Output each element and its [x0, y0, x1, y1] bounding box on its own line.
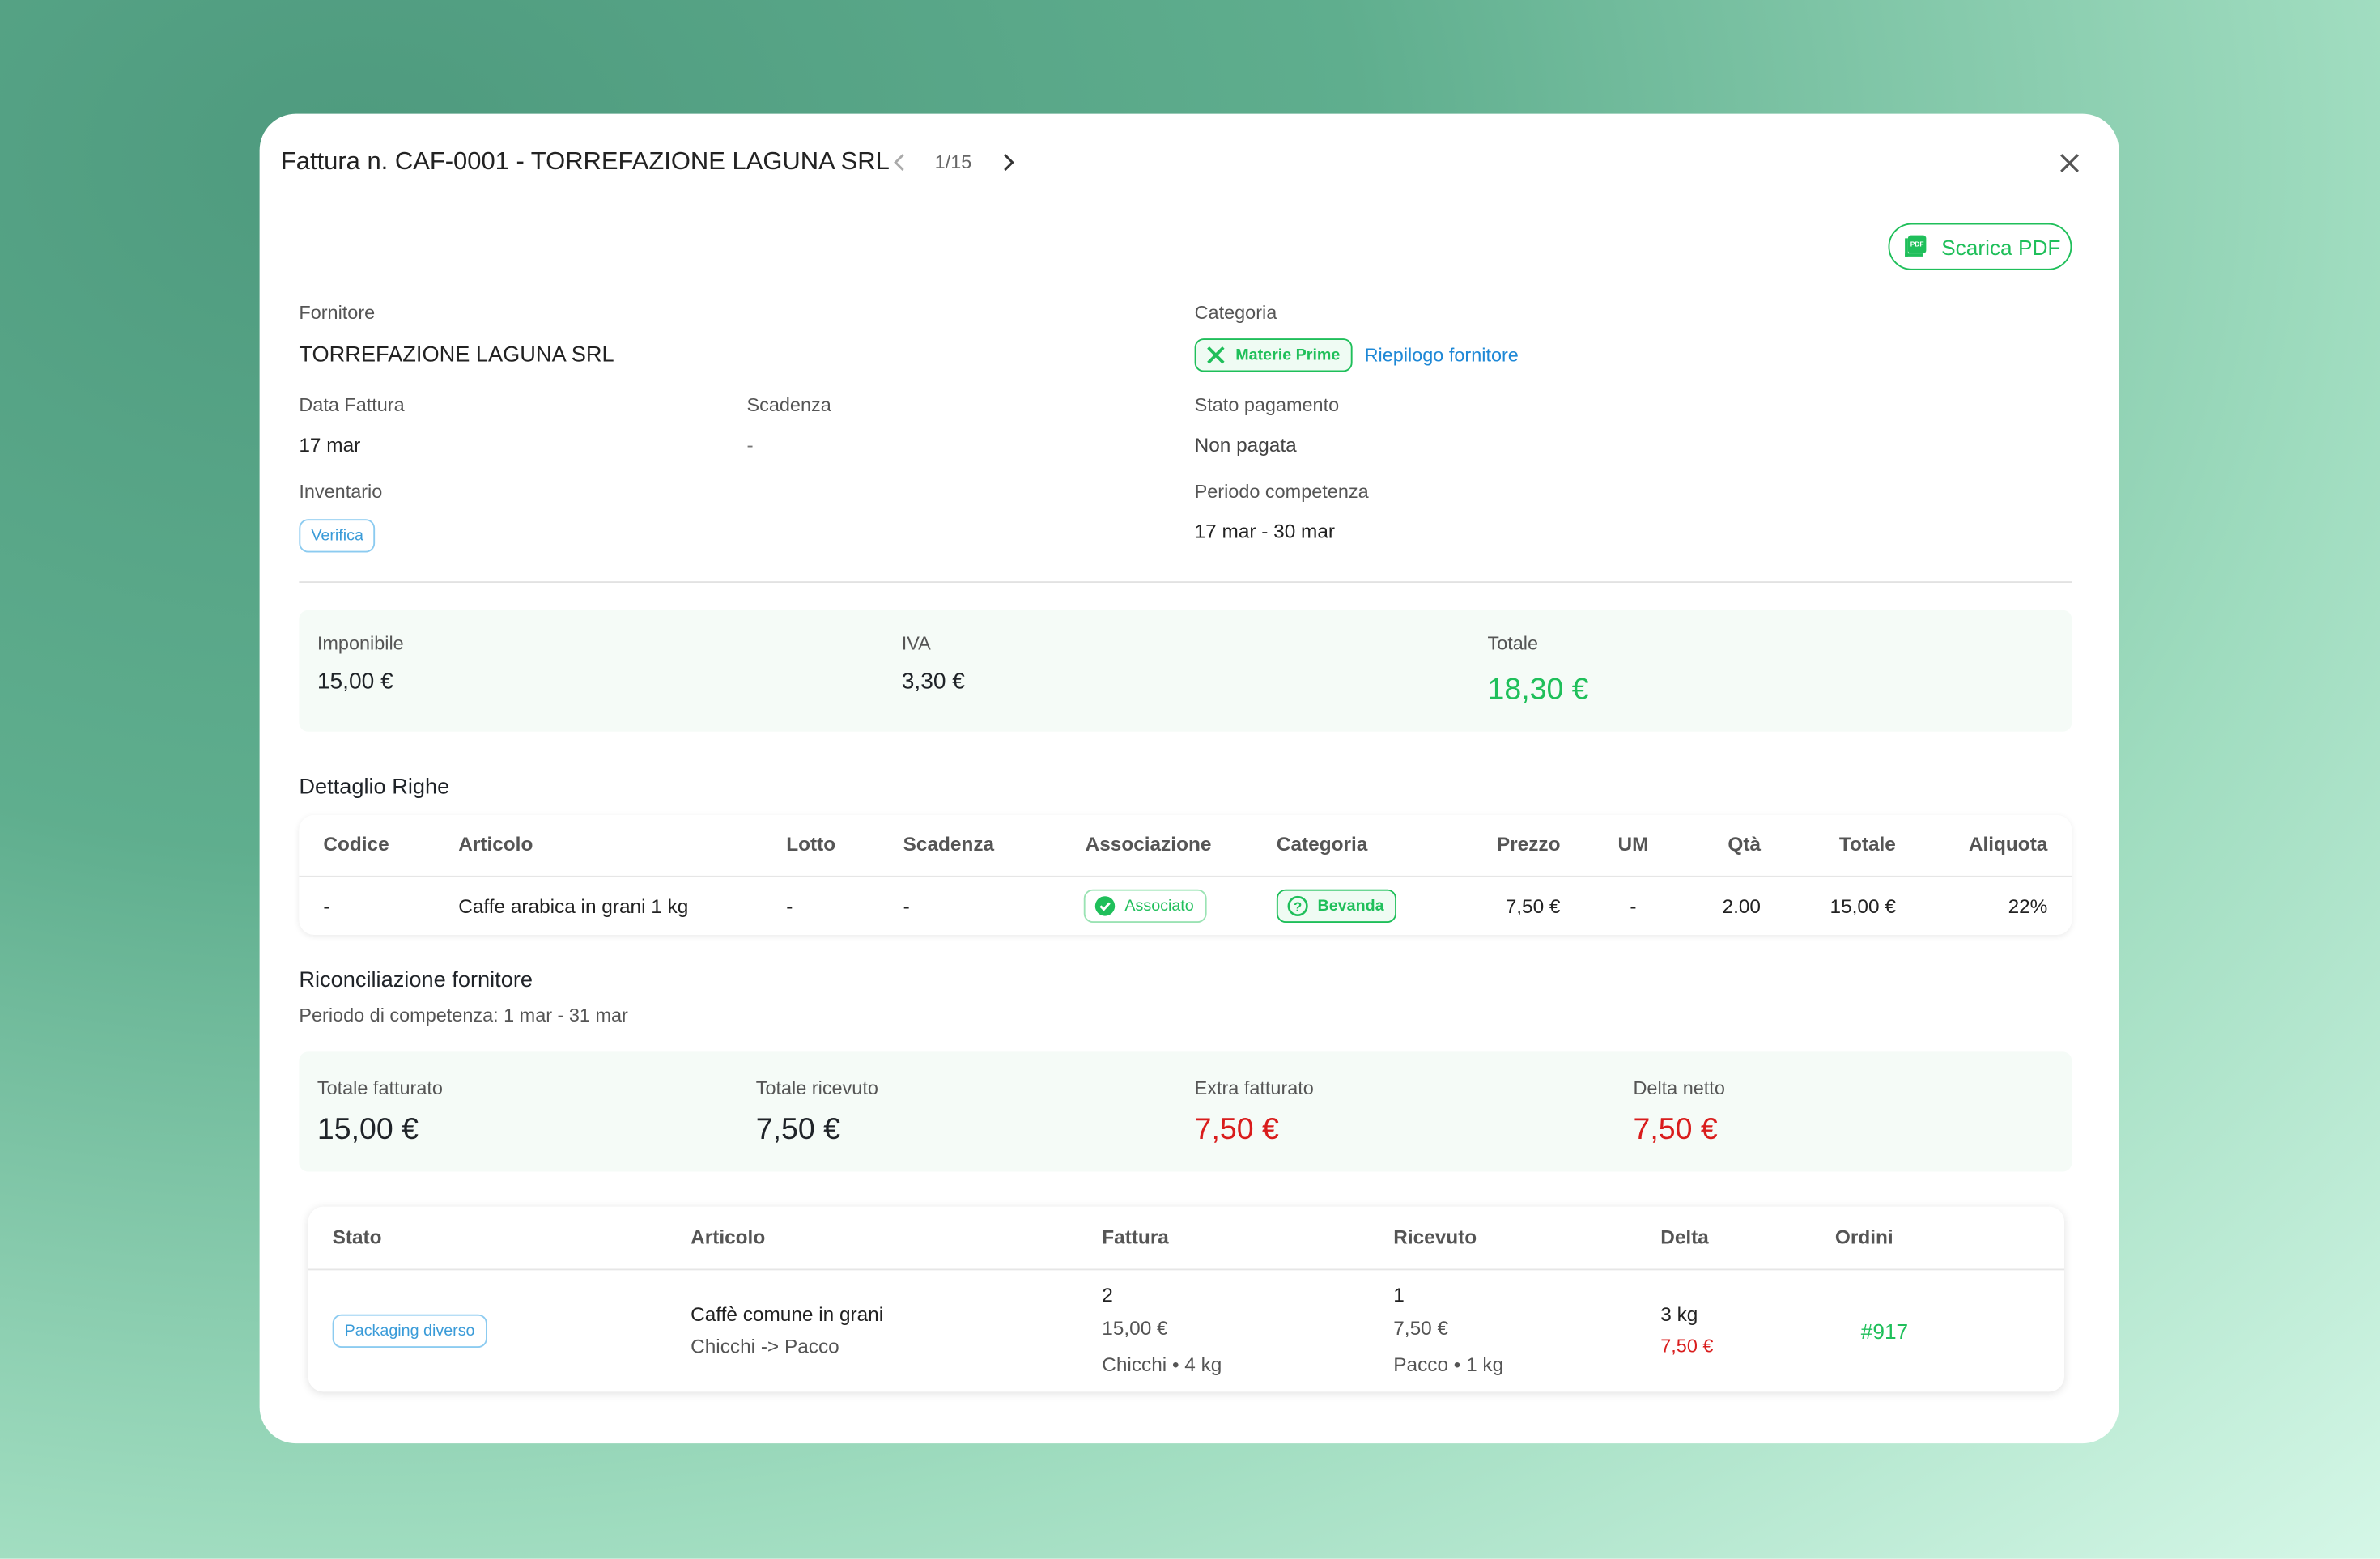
- total-value: 3,30 €: [901, 668, 965, 695]
- row-divider: [299, 875, 2072, 877]
- next-button[interactable]: [999, 153, 1018, 172]
- modal-title: Fattura n. CAF-0001 - TORREFAZIONE LAGUN…: [280, 147, 890, 176]
- column-header: UM: [1617, 832, 1649, 856]
- column-header: Articolo: [691, 1226, 766, 1249]
- cell: 7,50 €: [1393, 1316, 1449, 1340]
- category-badge: ? Bevanda: [1276, 889, 1396, 923]
- column-header: Qtà: [1728, 832, 1761, 856]
- association-badge: Associato: [1083, 889, 1206, 923]
- cell: 3 kg: [1660, 1302, 1698, 1326]
- field-value: 17 mar: [299, 433, 361, 457]
- svg-text:?: ?: [1294, 899, 1302, 915]
- prev-button[interactable]: [891, 153, 910, 172]
- pager: 1/15: [934, 151, 972, 173]
- invoice-modal: Fattura n. CAF-0001 - TORREFAZIONE LAGUN…: [259, 113, 2119, 1444]
- totals-box: [299, 610, 2072, 732]
- column-header: Associazione: [1085, 832, 1212, 856]
- utensils-icon: [1207, 346, 1225, 364]
- inventory-badge: Verifica: [299, 519, 376, 553]
- status-badge: Packaging diverso: [332, 1314, 487, 1348]
- reconciliation-table: [308, 1206, 2064, 1392]
- cell: Chicchi • 4 kg: [1102, 1353, 1222, 1376]
- cell: 7,50 €: [1660, 1336, 1714, 1357]
- column-header: Prezzo: [1496, 832, 1561, 856]
- cell: 1: [1393, 1283, 1405, 1306]
- field-value: -: [746, 433, 754, 457]
- field-label: Periodo competenza: [1194, 481, 1369, 503]
- cell: -: [903, 894, 910, 918]
- section-title: Riconciliazione fornitore: [299, 968, 533, 993]
- summary-label: Extra fatturato: [1194, 1077, 1314, 1099]
- pdf-icon: PDF: [1905, 235, 1927, 257]
- summary-value: 7,50 €: [1633, 1113, 1718, 1147]
- total-label: Imponibile: [317, 632, 404, 655]
- cell: -: [786, 894, 793, 918]
- field-label: Fornitore: [299, 302, 376, 324]
- cell: -: [1630, 894, 1637, 918]
- download-label: Scarica PDF: [1941, 235, 2061, 260]
- field-value: TORREFAZIONE LAGUNA SRL: [299, 342, 614, 367]
- cell: Caffe arabica in grani 1 kg: [458, 894, 689, 918]
- summary-label: Delta netto: [1633, 1077, 1725, 1099]
- column-header: Codice: [323, 832, 389, 856]
- cell: Chicchi -> Pacco: [691, 1335, 839, 1358]
- total-label: Totale: [1487, 632, 1539, 655]
- field-label: Scadenza: [746, 394, 831, 416]
- field-label: Data Fattura: [299, 394, 405, 416]
- check-icon: [1094, 896, 1116, 916]
- column-header: Scadenza: [903, 832, 995, 856]
- field-value: Non pagata: [1194, 433, 1297, 457]
- cell: Pacco • 1 kg: [1393, 1353, 1504, 1376]
- field-label: Stato pagamento: [1194, 394, 1340, 416]
- badge-text: Bevanda: [1317, 897, 1384, 915]
- section-subtitle: Periodo di competenza: 1 mar - 31 mar: [299, 1005, 628, 1026]
- question-icon: ?: [1287, 895, 1308, 916]
- order-link[interactable]: #917: [1860, 1319, 1909, 1344]
- cell: 15,00 €: [1830, 894, 1896, 918]
- divider: [299, 581, 2072, 583]
- close-button[interactable]: [2059, 153, 2080, 173]
- total-label: IVA: [901, 632, 931, 655]
- cell: 2: [1102, 1283, 1113, 1306]
- badge-text: Associato: [1124, 897, 1194, 915]
- cell: 2.00: [1722, 894, 1761, 918]
- supplier-link[interactable]: Riepilogo fornitore: [1364, 344, 1519, 366]
- field-value: 17 mar - 30 mar: [1194, 520, 1336, 543]
- category-badge: Materie Prime: [1194, 338, 1353, 372]
- column-header: Aliquota: [1968, 832, 2048, 856]
- cell: Caffè comune in grani: [691, 1302, 884, 1326]
- field-label: Inventario: [299, 481, 383, 503]
- cell: 7,50 €: [1505, 894, 1561, 918]
- column-header: Articolo: [458, 832, 533, 856]
- download-button[interactable]: PDF Scarica PDF: [1888, 223, 2072, 270]
- grand-total: 18,30 €: [1487, 673, 1589, 707]
- column-header: Stato: [332, 1226, 382, 1249]
- category-text: Materie Prime: [1235, 346, 1341, 365]
- summary-value: 15,00 €: [317, 1113, 419, 1147]
- row-divider: [308, 1268, 2064, 1271]
- summary-label: Totale ricevuto: [755, 1077, 878, 1099]
- section-title: Dettaglio Righe: [299, 775, 450, 801]
- cell: 15,00 €: [1102, 1316, 1168, 1340]
- column-header: Totale: [1838, 832, 1896, 856]
- summary-value: 7,50 €: [755, 1113, 841, 1147]
- reconciliation-summary: [299, 1051, 2072, 1172]
- column-header: Fattura: [1102, 1226, 1169, 1249]
- column-header: Lotto: [786, 832, 836, 856]
- cell: -: [323, 894, 330, 918]
- field-label: Categoria: [1194, 302, 1277, 324]
- total-value: 15,00 €: [317, 668, 393, 695]
- svg-text:PDF: PDF: [1910, 240, 1924, 249]
- column-header: Categoria: [1276, 832, 1368, 856]
- summary-label: Totale fatturato: [317, 1077, 443, 1099]
- column-header: Delta: [1660, 1226, 1709, 1249]
- cell: 22%: [2008, 894, 2048, 918]
- column-header: Ordini: [1834, 1226, 1893, 1249]
- summary-value: 7,50 €: [1194, 1113, 1279, 1147]
- column-header: Ricevuto: [1393, 1226, 1477, 1249]
